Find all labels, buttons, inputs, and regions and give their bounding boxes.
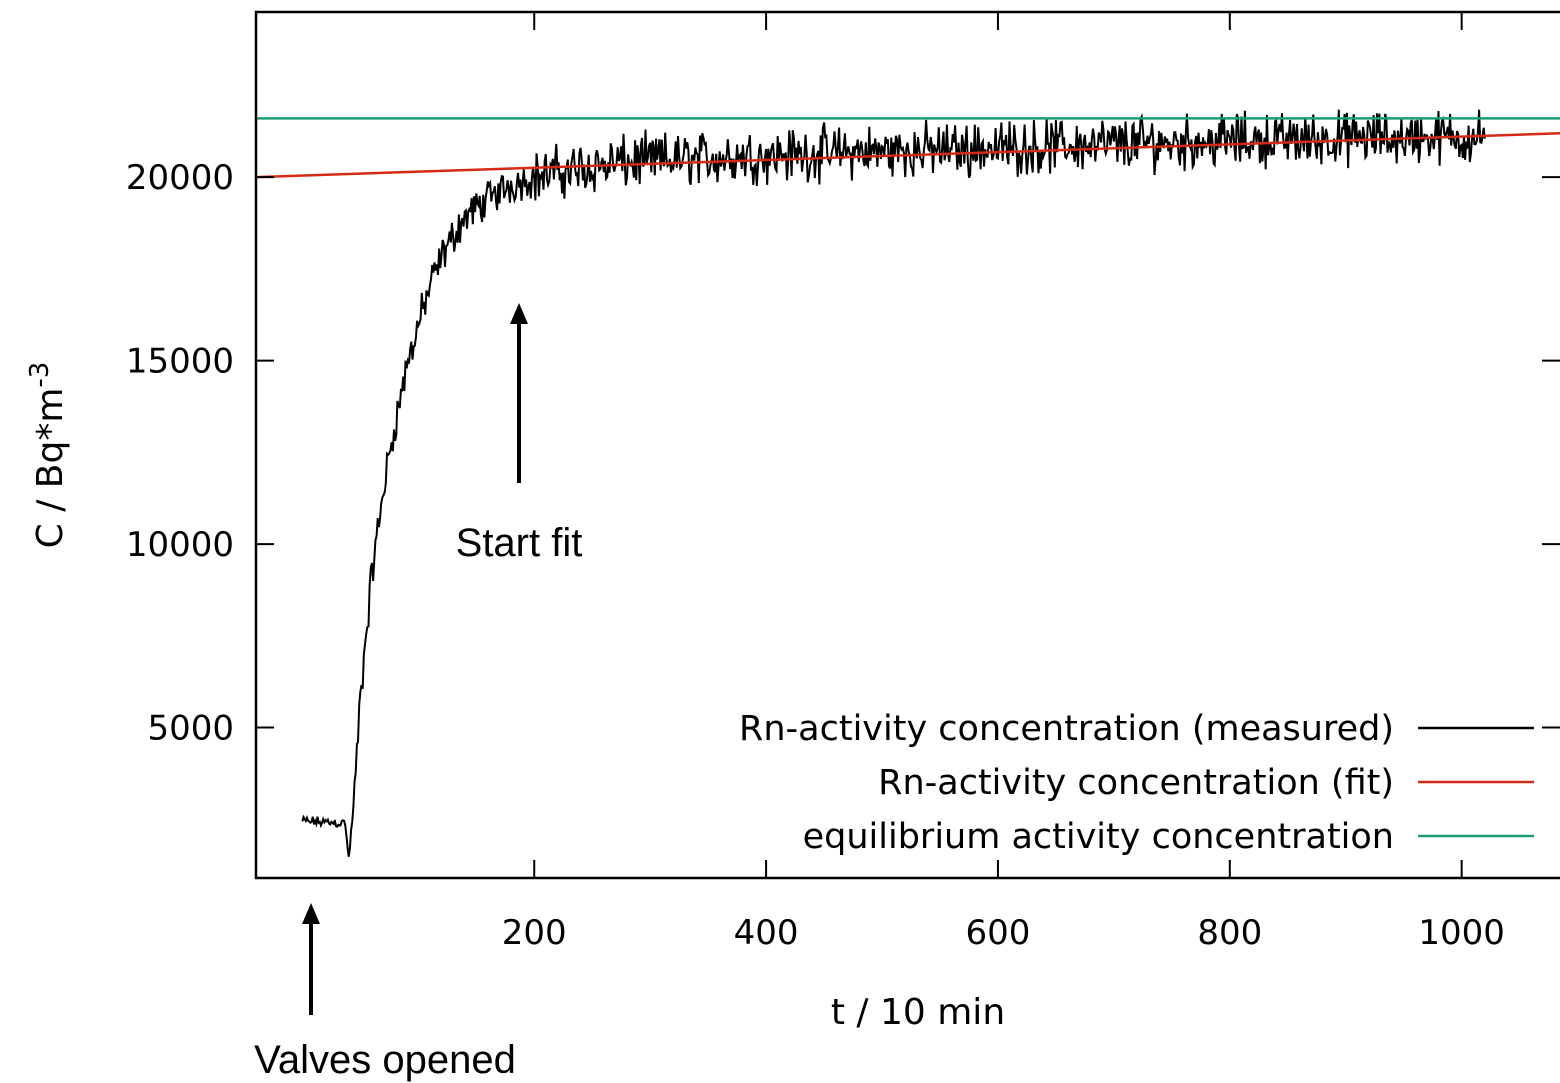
start-fit-arrow-head <box>510 303 528 324</box>
x-tick-label: 600 <box>965 913 1030 953</box>
ticks-layer: 200 400 600 800 1000 5000 10000 15000 20000 <box>126 12 1560 953</box>
legend-label-fit: Rn-activity concentration (fit) <box>878 763 1394 803</box>
start-fit-annotation: Start fit <box>456 303 583 565</box>
valves-opened-label: Valves opened <box>254 1038 516 1082</box>
y-tick-label: 15000 <box>126 342 234 382</box>
x-tick-label: 200 <box>502 913 567 953</box>
valves-opened-arrow-head <box>302 903 320 924</box>
y-tick-label: 10000 <box>126 525 234 565</box>
x-tick-label: 800 <box>1197 913 1262 953</box>
valves-opened-annotation: Valves opened <box>254 903 516 1082</box>
x-tick-label: 1000 <box>1418 913 1505 953</box>
legend: Rn-activity concentration (measured) Rn-a… <box>739 709 1534 857</box>
x-tick-label: 400 <box>734 913 799 953</box>
y-tick-label: 5000 <box>147 709 234 749</box>
series-layer <box>256 109 1560 857</box>
y-axis-label-superscript: -3 <box>25 362 55 388</box>
series-fit-line <box>256 132 1560 179</box>
legend-label-measured: Rn-activity concentration (measured) <box>739 709 1394 749</box>
legend-label-constant: equilibrium activity concentration <box>803 817 1394 857</box>
y-tick-label: 20000 <box>126 158 234 198</box>
plot-frame <box>254 10 1560 880</box>
x-axis-label: t / 10 min <box>831 992 1005 1033</box>
start-fit-label: Start fit <box>456 521 583 565</box>
series-measured-line <box>301 109 1486 857</box>
y-axis-label: C / Bq*m-3 <box>25 362 71 549</box>
y-axis-label-main: C / Bq*m <box>30 388 71 549</box>
